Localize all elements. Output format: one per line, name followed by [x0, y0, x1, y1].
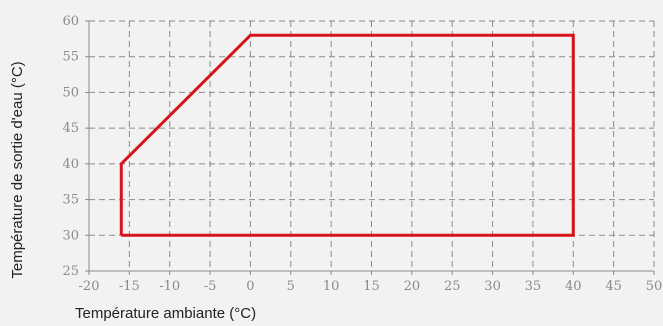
- x-tick-label: 35: [525, 279, 542, 294]
- x-tick-labels: -20 -15 -10 -5 0 5 10 15 20 25 30 35 40 45 50: [79, 279, 663, 294]
- x-tick-label: 40: [565, 279, 582, 294]
- grid: [89, 20, 655, 271]
- x-tick-label: 20: [404, 279, 421, 294]
- y-tick-label: 55: [62, 50, 79, 65]
- x-tick-label: 25: [444, 279, 461, 294]
- y-tick-label: 35: [62, 193, 79, 208]
- y-axis-label: Température de sortie d'eau (°C): [9, 61, 26, 278]
- x-tick-label: -15: [119, 279, 140, 294]
- x-tick-label: 45: [605, 279, 622, 294]
- x-tick-label: -5: [204, 279, 217, 294]
- y-tick-label: 40: [62, 157, 79, 172]
- x-tick-label: 10: [323, 279, 340, 294]
- x-tick-label: 30: [484, 279, 501, 294]
- y-tick-label: 30: [62, 228, 79, 243]
- x-tick-label: -20: [79, 279, 100, 294]
- x-tick-label: -10: [159, 279, 180, 294]
- x-tick-label: 50: [646, 279, 663, 294]
- y-tick-label: 45: [62, 121, 79, 136]
- x-tick-label: 15: [363, 279, 380, 294]
- series: [119, 33, 575, 237]
- y-tick-label: 50: [62, 85, 79, 100]
- x-axis-label: Température ambiante (°C): [75, 305, 256, 322]
- x-tick-label: 5: [287, 279, 295, 294]
- axes: [85, 20, 655, 275]
- operating-envelope-line: [119, 33, 575, 237]
- y-tick-labels: 25 30 35 40 45 50 55 60: [62, 14, 79, 279]
- x-tick-label: 0: [246, 279, 254, 294]
- y-tick-label: 60: [62, 14, 79, 29]
- y-tick-label: 25: [62, 264, 79, 279]
